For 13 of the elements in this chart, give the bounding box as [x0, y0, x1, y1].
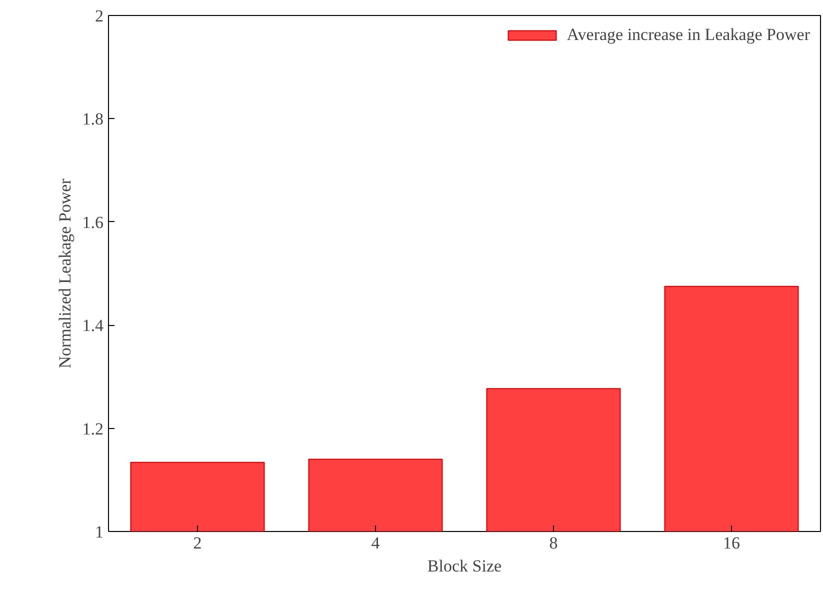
x-tick-label: 2: [193, 534, 202, 552]
y-tick-label: 1.2: [82, 419, 104, 438]
x-tick-label: 8: [549, 534, 558, 552]
y-tick-label: 2: [95, 6, 104, 26]
y-tick-label: 1.6: [82, 212, 104, 232]
x-axis-title: Block Size: [427, 556, 502, 576]
x-tick-label: 4: [371, 534, 380, 552]
y-axis-title: Normalized Leakage Power: [55, 178, 74, 368]
y-tick-label: 1.4: [82, 316, 104, 336]
legend-label: Average increase in Leakage Power: [566, 25, 810, 45]
y-tick-label: 1: [95, 522, 104, 542]
x-tick-label: 16: [723, 534, 740, 552]
y-tick-label: 1.8: [82, 110, 104, 129]
